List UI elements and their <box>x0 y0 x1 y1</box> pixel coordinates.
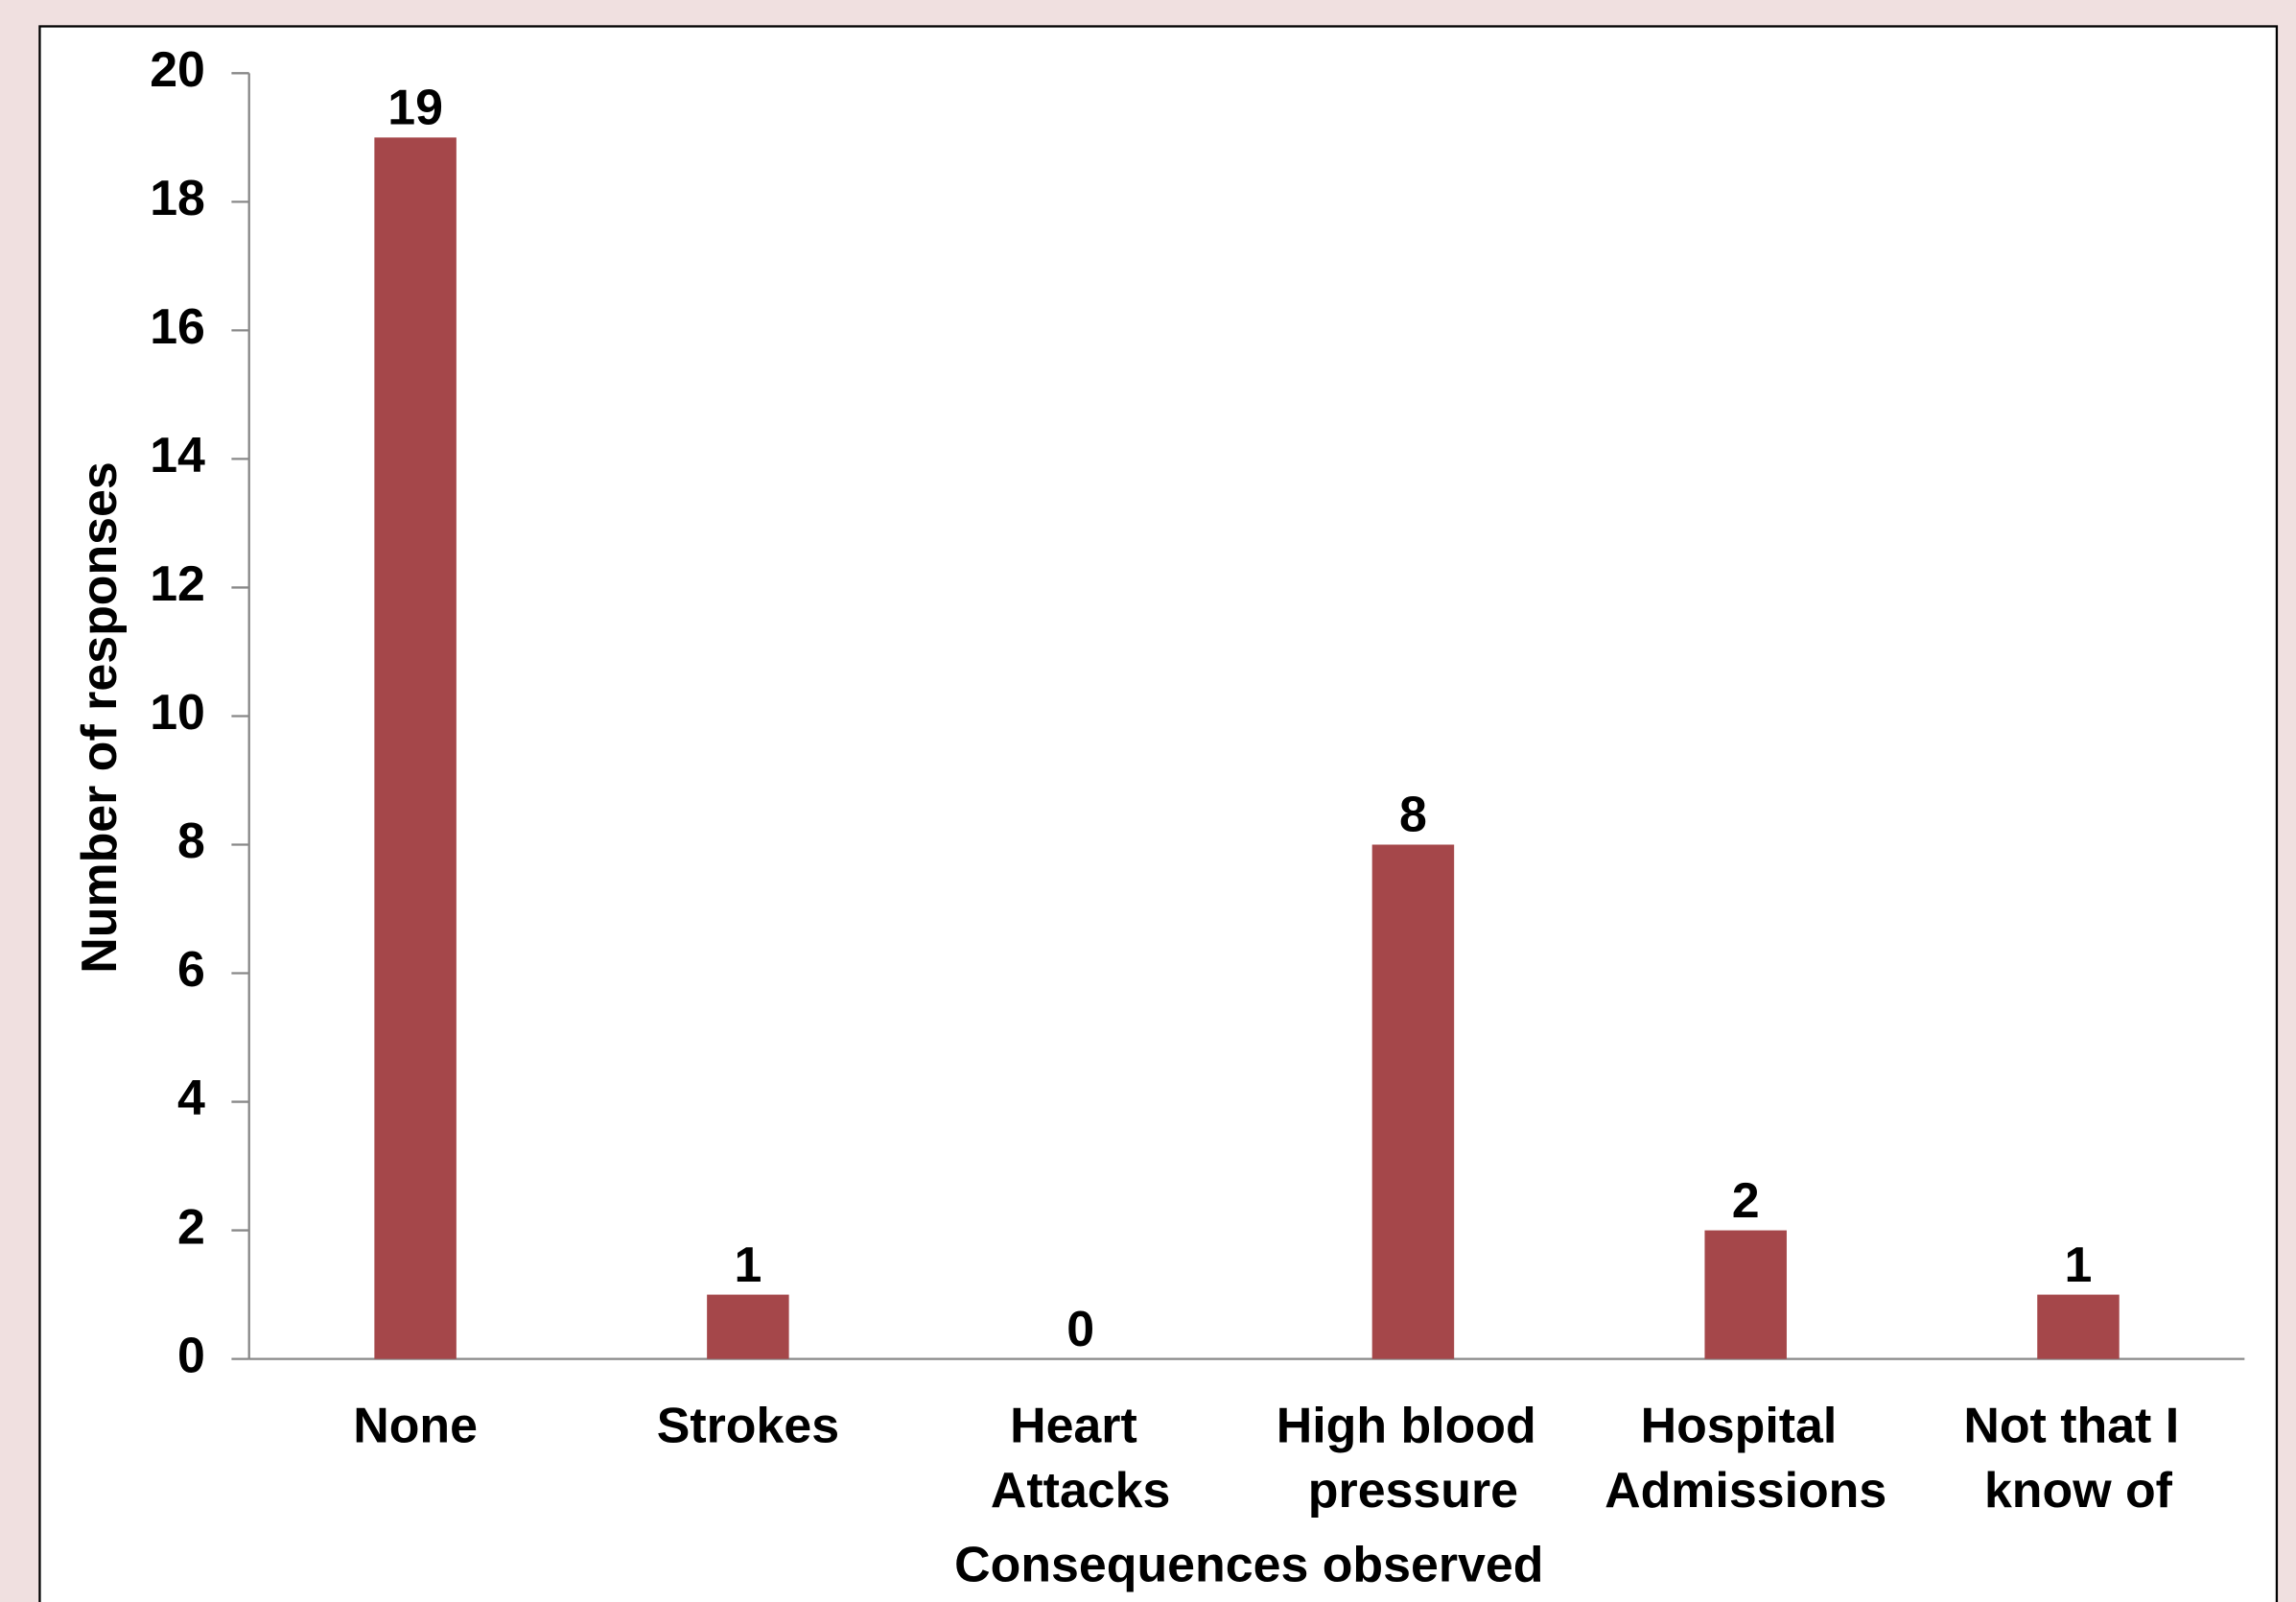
x-tick-label-line: Admissions <box>1605 1462 1886 1518</box>
x-tick-label: Hospital Admissions <box>1605 1398 1886 1518</box>
y-tick-label: 10 <box>150 684 205 740</box>
x-tick-label: High blood pressure <box>1277 1398 1550 1518</box>
value-label: 19 <box>387 80 443 135</box>
y-tick-label: 16 <box>150 298 205 354</box>
y-tick-label: 4 <box>177 1070 205 1125</box>
x-tick-label: Strokes <box>657 1398 839 1453</box>
x-tick-label-line: Attacks <box>991 1462 1170 1518</box>
x-tick-label-line: Not that I <box>1963 1398 2192 1453</box>
y-tick-label: 14 <box>150 427 205 483</box>
x-tick-label-line: know of <box>1984 1462 2173 1518</box>
value-label: 0 <box>1066 1301 1094 1356</box>
x-tick-label-line: None <box>353 1398 478 1453</box>
bar <box>374 137 457 1359</box>
bar <box>2037 1294 2120 1359</box>
bar <box>707 1294 789 1359</box>
y-tick-label: 12 <box>150 555 205 611</box>
y-tick-label: 2 <box>177 1198 205 1254</box>
y-tick-label: 8 <box>177 813 205 868</box>
value-label: 8 <box>1399 787 1427 842</box>
value-label: 1 <box>734 1237 761 1292</box>
y-tick-label: 20 <box>150 41 205 97</box>
value-label: 2 <box>1732 1172 1760 1228</box>
x-tick-label-line: High blood <box>1277 1398 1550 1453</box>
x-tick-label: Heart Attacks <box>991 1398 1170 1518</box>
x-tick-label-line: Heart <box>1010 1398 1151 1453</box>
x-tick-label-line: pressure <box>1308 1462 1518 1518</box>
bar <box>1371 844 1455 1359</box>
x-tick-label: Not that I know of <box>1963 1398 2192 1518</box>
y-tick-label: 0 <box>177 1327 205 1382</box>
y-tick-label: 6 <box>177 941 205 997</box>
y-tick-label: 18 <box>150 170 205 225</box>
x-tick-label-line: Strokes <box>657 1398 839 1453</box>
y-axis-title: Number of responses <box>71 461 127 973</box>
bar <box>1704 1230 1787 1359</box>
x-tick-label: None <box>353 1398 478 1453</box>
x-tick-label-line: Hospital <box>1641 1398 1851 1453</box>
value-label: 1 <box>2065 1237 2093 1292</box>
x-axis-title: Consequences observed <box>954 1537 1543 1592</box>
